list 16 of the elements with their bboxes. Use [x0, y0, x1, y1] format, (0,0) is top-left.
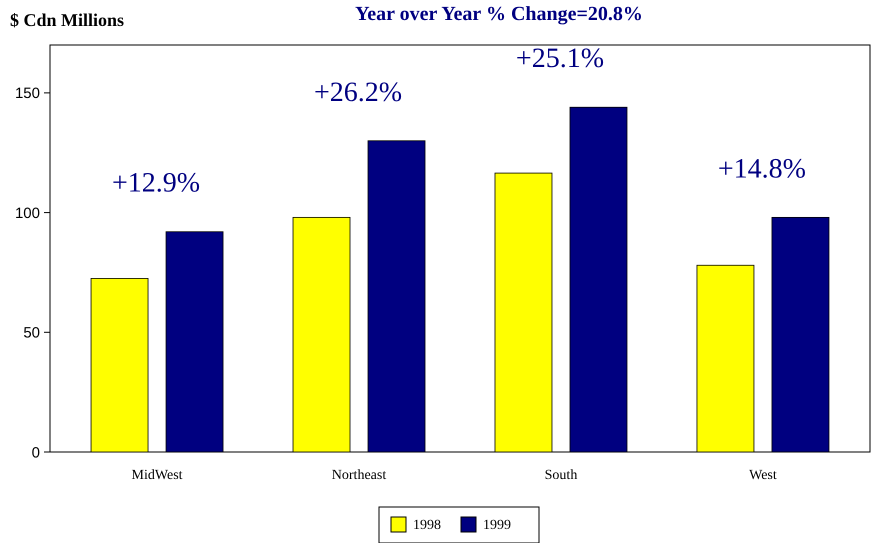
- annotation: +26.2%: [314, 76, 402, 108]
- annotation: +12.9%: [112, 168, 200, 199]
- annotation: +14.8%: [718, 153, 806, 184]
- y-axis-title: $ Cdn Millions: [10, 10, 124, 30]
- x-tick-label: South: [544, 468, 578, 483]
- x-tick-label: West: [749, 468, 777, 483]
- x-tick-label: Northeast: [332, 468, 386, 483]
- legend-label: 1999: [483, 518, 511, 533]
- chart-title: Year over Year % Change=20.8%: [355, 3, 643, 25]
- legend-label: 1998: [413, 518, 441, 533]
- y-tick-label: 50: [23, 324, 40, 342]
- y-tick-label: 100: [14, 204, 40, 222]
- y-tick-label: 0: [32, 444, 40, 462]
- annotation: +25.1%: [516, 43, 604, 74]
- x-tick-label: MidWest: [132, 468, 183, 483]
- y-tick-label: 150: [14, 85, 40, 102]
